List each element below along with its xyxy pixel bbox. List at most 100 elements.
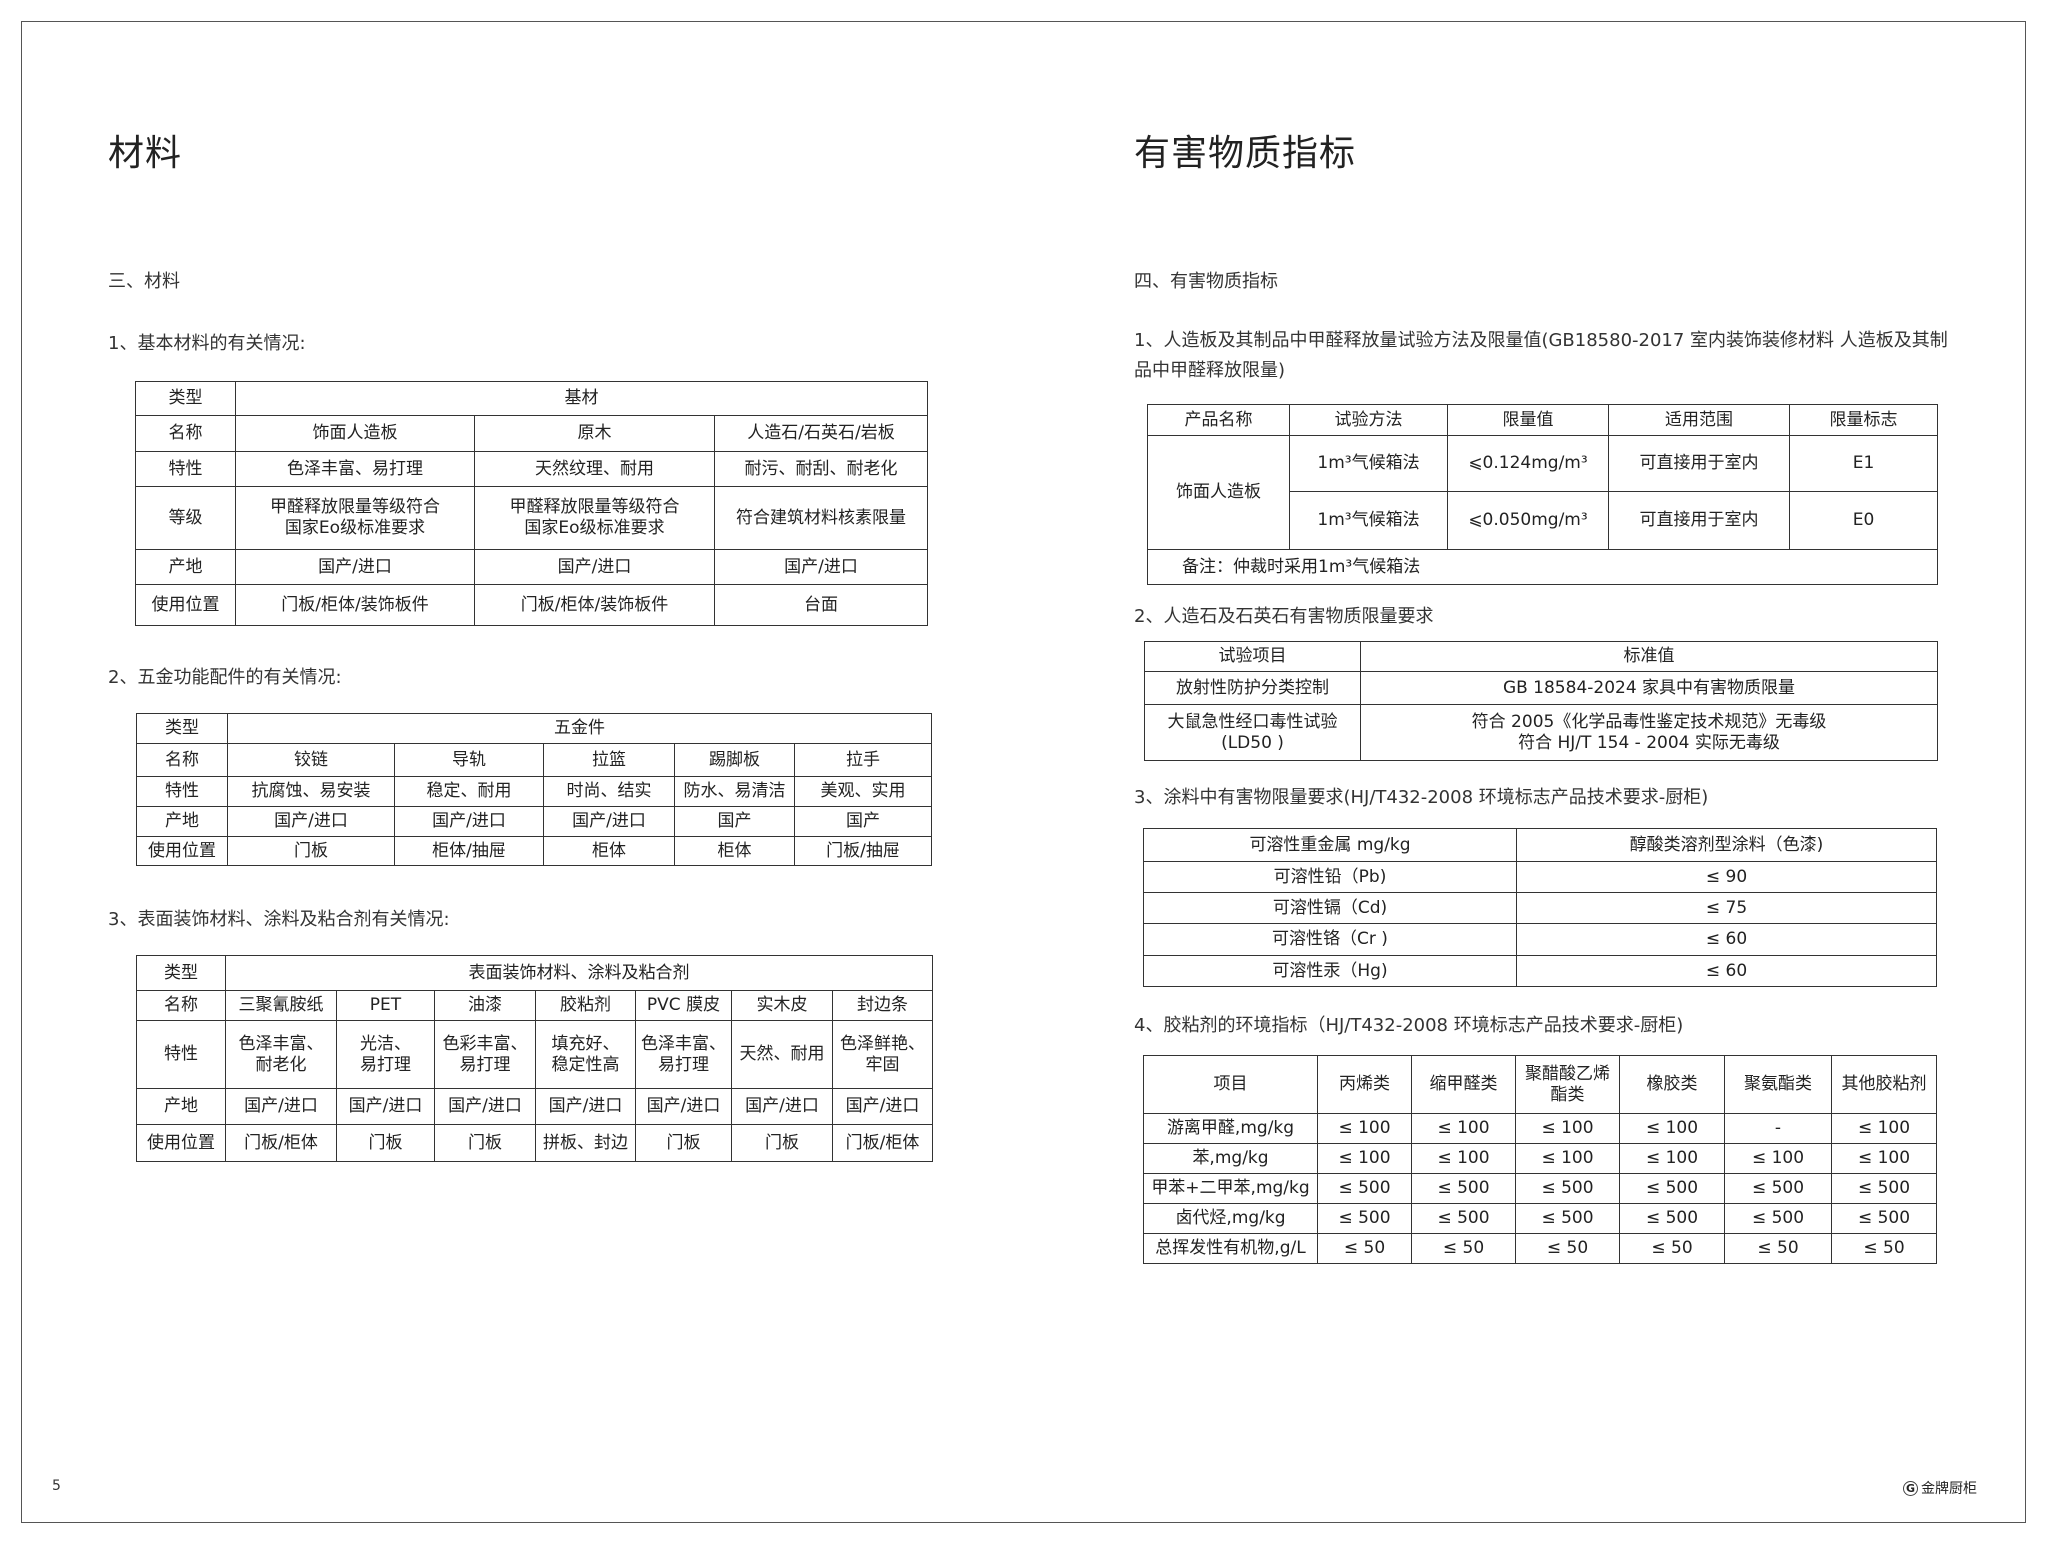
table-cell: 国产/进口 bbox=[635, 1088, 732, 1125]
table-cell: 门板 bbox=[731, 1124, 833, 1162]
table-cell: 缩甲醛类 bbox=[1411, 1055, 1516, 1114]
table-row: 可溶性汞（Hg) ≤ 60 bbox=[1143, 955, 1937, 987]
table-cell: PET bbox=[336, 990, 435, 1021]
table-header-row: 产品名称 试验方法 限量值 适用范围 限量标志 bbox=[1147, 404, 1938, 436]
table-cell: E1 bbox=[1789, 435, 1938, 492]
table-cell: ⩽0.050mg/m³ bbox=[1447, 491, 1609, 550]
table-cell: 色泽鲜艳、 牢固 bbox=[831, 1020, 934, 1089]
table-cell: 国产/进口 bbox=[543, 806, 675, 837]
table-cell: 天然纹理、耐用 bbox=[474, 451, 715, 487]
table-cell: 五金件 bbox=[226, 713, 933, 744]
table-cell: 橡胶类 bbox=[1619, 1055, 1725, 1114]
table-cell: 原木 bbox=[474, 415, 715, 452]
table-cell: 标准值 bbox=[1360, 641, 1938, 672]
coating-heavy-metal-table: 可溶性重金属 mg/kg 醇酸类溶剂型涂料（色漆) 可溶性铅（Pb) ≤ 90 可溶性镉… bbox=[1143, 828, 1937, 987]
table-cell: 类型 bbox=[136, 713, 228, 744]
hardware-table: 类型 五金件 名称 铰链 导轨 拉篮 踢脚板 拉手 特性 抗腐蚀、易安装 稳定、耐用 时尚、结实 防水、… bbox=[136, 713, 933, 866]
artificial-stone-table: 试验项目 标准值 放射性防护分类控制 GB 18584-2024 家具中有害物质限量大… bbox=[1144, 641, 1938, 761]
table-cell: 备注：仲裁时采用1m³气候箱法 bbox=[1147, 549, 1938, 585]
table-cell: ≤ 500 bbox=[1515, 1203, 1620, 1234]
table-cell: 甲苯+二甲苯,mg/kg bbox=[1143, 1173, 1318, 1204]
table-cell: 三聚氰胺纸 bbox=[225, 990, 337, 1021]
table-cell: 封边条 bbox=[831, 990, 934, 1021]
table-row: 产地 国产/进口 国产/进口 国产/进口 国产 国产 bbox=[136, 806, 933, 837]
table-cell: 柜体 bbox=[543, 836, 675, 866]
table-cell: 国产/进口 bbox=[535, 1088, 636, 1125]
table-cell: ⩽0.124mg/m³ bbox=[1447, 435, 1609, 492]
table-cell: ≤ 500 bbox=[1515, 1173, 1620, 1204]
table-cell: 拼板、封边 bbox=[535, 1124, 636, 1162]
table-cell: 特性 bbox=[135, 451, 236, 487]
page-number: 5 bbox=[52, 1478, 61, 1494]
table-cell: 门板 bbox=[434, 1124, 536, 1162]
table-cell: 国产/进口 bbox=[394, 806, 544, 837]
table-row: 1m³气候箱法 ⩽0.050mg/m³ 可直接用于室内 E0 bbox=[1148, 491, 1938, 550]
table-cell: 丙烯类 bbox=[1317, 1055, 1412, 1114]
table-cell: 名称 bbox=[136, 743, 228, 777]
table-cell: E0 bbox=[1789, 491, 1938, 550]
page-title-left: 材料 bbox=[108, 133, 183, 174]
table-header-row: 类型 五金件 bbox=[136, 713, 933, 744]
table-cell: ≤ 500 bbox=[1619, 1203, 1725, 1234]
table-cell: ≤ 500 bbox=[1411, 1203, 1516, 1234]
table-cell: 国产/进口 bbox=[225, 1088, 337, 1125]
table-cell: 项目 bbox=[1143, 1055, 1318, 1114]
table-cell: ≤ 100 bbox=[1724, 1143, 1832, 1174]
section-title-harmful: 四、有害物质指标 bbox=[1134, 271, 1278, 292]
table-row: 游离甲醛,mg/kg ≤ 100 ≤ 100 ≤ 100 ≤ 100- ≤ 100 bbox=[1143, 1113, 1937, 1144]
table-cell: 使用位置 bbox=[136, 836, 228, 866]
table-cell: ≤ 100 bbox=[1411, 1143, 1516, 1174]
table-cell: 耐污、耐刮、耐老化 bbox=[714, 451, 928, 487]
table-cell: 国产/进口 bbox=[336, 1088, 435, 1125]
table-cell: ≤ 500 bbox=[1619, 1173, 1725, 1204]
table-cell: 导轨 bbox=[394, 743, 544, 777]
table-cell: ≤ 500 bbox=[1411, 1173, 1516, 1204]
table-cell: ≤ 50 bbox=[1317, 1233, 1412, 1264]
table-cell: 产地 bbox=[136, 1088, 226, 1125]
table-cell: 国产/进口 bbox=[434, 1088, 536, 1125]
table-cell: ≤ 50 bbox=[1515, 1233, 1620, 1264]
table-header-row: 项目 丙烯类 缩甲醛类 聚醋酸乙烯 酯类 橡胶类 聚氨酯类 其他胶粘剂 bbox=[1143, 1055, 1937, 1114]
table-cell: 醇酸类溶剂型涂料（色漆) bbox=[1516, 828, 1937, 862]
table-cell: 色泽丰富、 耐老化 bbox=[225, 1020, 337, 1089]
table-cell: 天然、耐用 bbox=[731, 1020, 833, 1089]
table-cell: 可溶性铬（Cr ) bbox=[1143, 923, 1517, 956]
table-cell: ≤ 100 bbox=[1411, 1113, 1516, 1144]
table-cell: ≤ 60 bbox=[1516, 955, 1937, 987]
table-cell: ≤ 50 bbox=[1724, 1233, 1832, 1264]
table-cell: ≤ 100 bbox=[1515, 1113, 1620, 1144]
subheading-coating: 3、涂料中有害物限量要求(HJ/T432-2008 环境标志产品技术要求-厨柜) bbox=[1134, 787, 1709, 808]
table-cell: 时尚、结实 bbox=[543, 776, 675, 807]
table-cell: 稳定、耐用 bbox=[394, 776, 544, 807]
subheading-surface-materials: 3、表面装饰材料、涂料及粘合剂有关情况: bbox=[108, 909, 450, 930]
table-cell: 表面装饰材料、涂料及粘合剂 bbox=[224, 955, 934, 991]
table-cell: ≤ 500 bbox=[1831, 1203, 1937, 1234]
table-cell: 可溶性汞（Hg) bbox=[1143, 955, 1517, 987]
table-cell: ≤ 100 bbox=[1515, 1143, 1620, 1174]
table-cell: 抗腐蚀、易安装 bbox=[227, 776, 395, 807]
table-cell: GB 18584-2024 家具中有害物质限量 bbox=[1360, 671, 1938, 705]
table-cell: 胶粘剂 bbox=[535, 990, 636, 1021]
table-cell: 可直接用于室内 bbox=[1608, 435, 1790, 492]
table-cell: 1m³气候箱法 bbox=[1289, 491, 1448, 550]
page-border bbox=[21, 21, 2026, 1523]
table-header-row: 类型 基材 bbox=[135, 381, 928, 416]
table-cell: 可溶性重金属 mg/kg bbox=[1143, 828, 1517, 862]
table-cell: 门板 bbox=[336, 1124, 435, 1162]
table-cell: 拉手 bbox=[793, 743, 933, 777]
table-cell: ≤ 50 bbox=[1831, 1233, 1937, 1264]
table-cell: 聚醋酸乙烯 酯类 bbox=[1515, 1055, 1620, 1114]
table-row: 可溶性镉（Cd) ≤ 75 bbox=[1143, 892, 1937, 924]
table-cell: 适用范围 bbox=[1608, 404, 1790, 436]
table-cell: 特性 bbox=[136, 1020, 226, 1089]
table-cell: - bbox=[1724, 1113, 1832, 1144]
table-cell: 国产 bbox=[793, 806, 933, 837]
table-cell: ≤ 90 bbox=[1516, 861, 1937, 893]
table-cell: 限量标志 bbox=[1789, 404, 1938, 436]
table-row: 使用位置 门板 柜体/抽屉 柜体 柜体 门板/抽屉 bbox=[136, 836, 933, 866]
table-cell: ≤ 500 bbox=[1724, 1173, 1832, 1204]
table-row: 总挥发性有机物,g/L ≤ 50 ≤ 50 ≤ 50 ≤ 50 ≤ 50 ≤ 50 bbox=[1143, 1233, 1937, 1264]
basic-materials-table: 类型 基材 名称 饰面人造板 原木 人造石/石英石/岩板 特性 色泽丰富、易打理 天然纹理、耐用… bbox=[135, 381, 928, 626]
table-cell: 填充好、 稳定性高 bbox=[535, 1020, 636, 1089]
brand-logo: G 金牌厨柜 bbox=[1903, 1478, 1977, 1498]
